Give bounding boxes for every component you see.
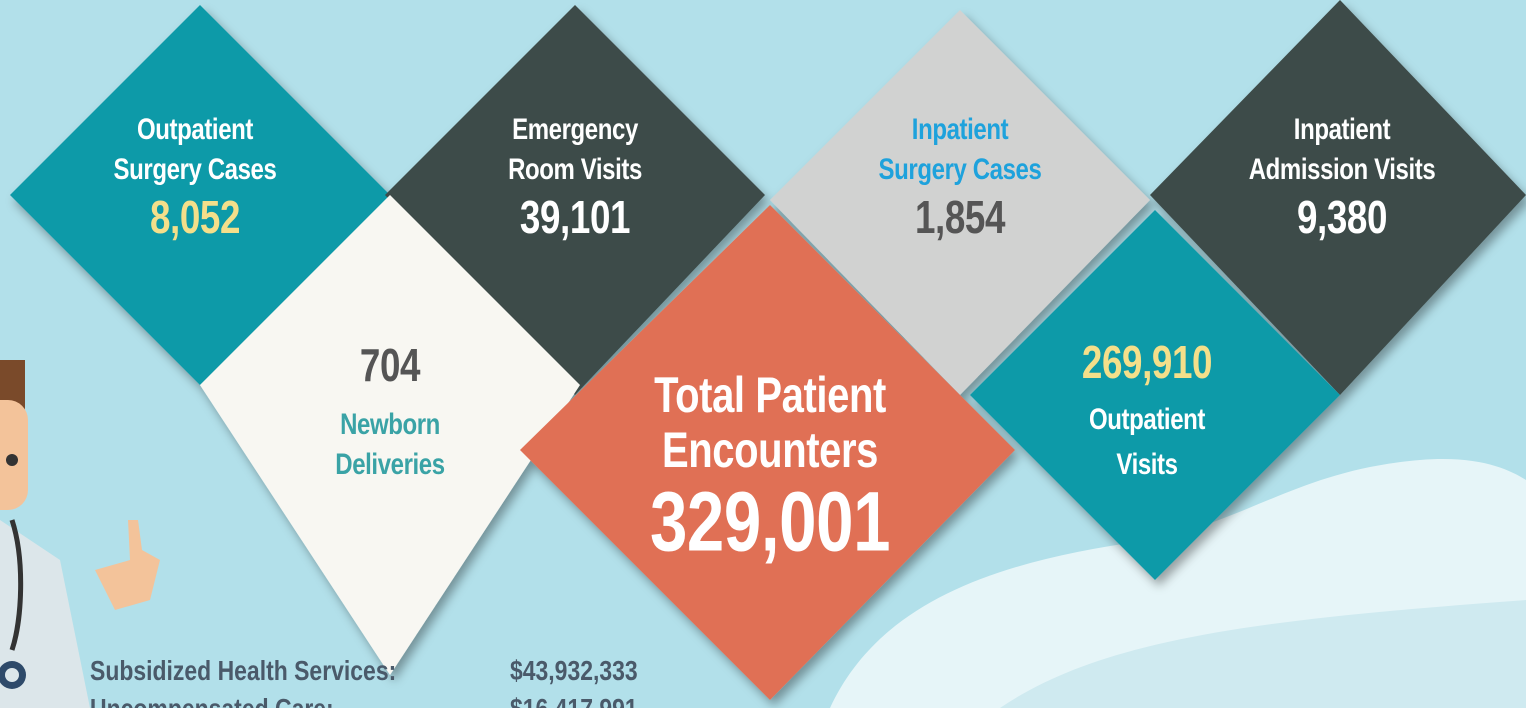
tile-value: 269,910 [1082,335,1212,389]
tile-label: Encounters [662,421,878,479]
infographic: Outpatient Surgery Cases 8,052 Emergency… [0,0,1526,708]
tile-label: Emergency [512,113,638,147]
tile-value: 329,001 [650,474,890,571]
tile-value: 8,052 [150,190,240,244]
tile-label: Surgery Cases [114,153,277,187]
tile-value: 9,380 [1297,190,1387,244]
tile-label: Room Visits [508,153,642,187]
tile-value: 704 [360,338,420,392]
tile-label: Inpatient [912,113,1008,147]
tile-label: Newborn [340,408,440,442]
background-art [0,0,1526,708]
summary-value: $16,417,991 [510,693,638,708]
tile-label: Outpatient [137,113,253,147]
summary-value: $43,932,333 [510,655,638,687]
tile-label: Deliveries [335,448,444,482]
tile-label: Visits [1116,448,1177,482]
tile-value: 1,854 [915,190,1005,244]
tile-label: Outpatient [1089,403,1205,437]
tile-label: Total Patient [654,366,886,424]
summary-label: Uncompensated Care: [90,693,334,708]
tile-label: Surgery Cases [879,153,1042,187]
summary-label: Subsidized Health Services: [90,655,396,687]
tile-label: Admission Visits [1249,153,1436,187]
tile-label: Inpatient [1294,113,1390,147]
tile-value: 39,101 [520,190,630,244]
